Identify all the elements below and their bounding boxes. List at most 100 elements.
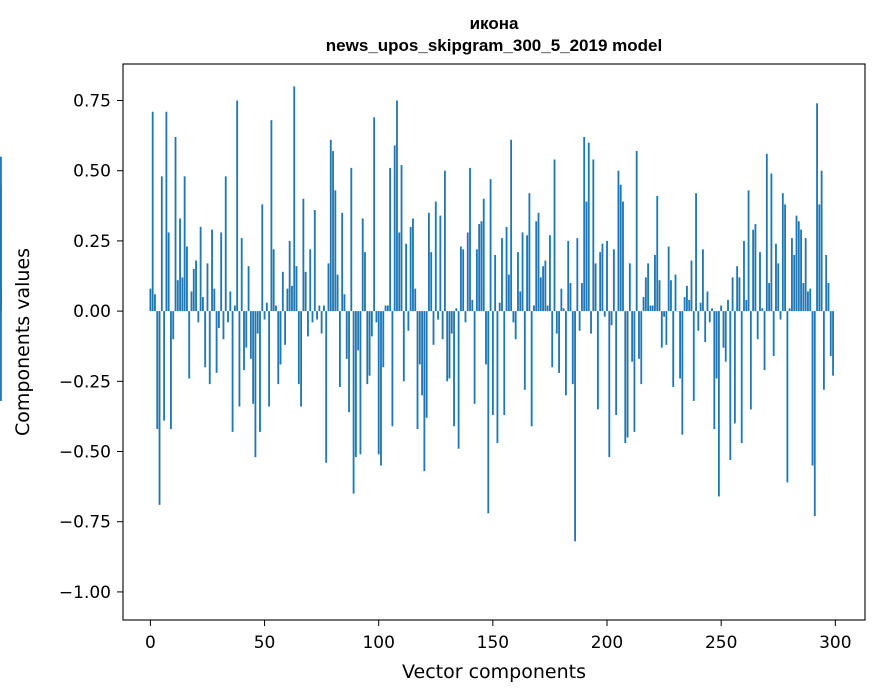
bar-224 (660, 311, 663, 348)
bar-163 (521, 232, 524, 312)
bar-212 (633, 311, 636, 432)
bar-143 (475, 249, 478, 312)
bar-217 (644, 277, 647, 312)
bar-235 (686, 285, 688, 312)
bar-137 (462, 249, 465, 312)
bar-154 (501, 238, 503, 312)
bar-256 (733, 311, 736, 424)
bar-275 (777, 263, 780, 312)
bar-81 (334, 190, 337, 312)
x-tick-label: 300 (819, 633, 851, 653)
bar-176 (551, 311, 554, 368)
bar-203 (612, 249, 615, 312)
bar-49 (261, 204, 264, 312)
bar-32 (222, 311, 225, 340)
bar-50 (263, 311, 266, 320)
bar-114 (409, 226, 412, 312)
bar-134 (455, 308, 458, 312)
bar-0 (149, 288, 152, 312)
bar-261 (745, 299, 748, 312)
bar-172 (542, 266, 544, 312)
bar-199 (603, 311, 606, 317)
y-tick-label: −0.75 (59, 513, 111, 533)
bar-252 (724, 311, 727, 362)
bar-249 (717, 311, 720, 497)
bar-112 (405, 243, 408, 312)
bar-276 (779, 311, 782, 320)
bar-56 (277, 311, 280, 385)
bar-200 (606, 240, 608, 312)
bar-213 (635, 151, 638, 312)
bar-245 (708, 311, 711, 323)
bar-76 (323, 305, 325, 312)
bar-26 (208, 311, 211, 385)
bar-28 (213, 288, 216, 312)
bar-204 (615, 311, 618, 416)
bar-undefined (0, 311, 2, 401)
bar-295 (822, 311, 825, 390)
bar-5 (160, 176, 163, 312)
bar-155 (503, 311, 506, 416)
bar-207 (622, 201, 624, 312)
bar-103 (384, 305, 387, 312)
bar-148 (487, 311, 490, 514)
bar-152 (496, 311, 499, 444)
bar-22 (199, 226, 202, 312)
bar-57 (279, 311, 282, 365)
bar-205 (617, 170, 620, 312)
bar-227 (667, 246, 670, 312)
bar-194 (592, 159, 595, 312)
bar-109 (398, 232, 401, 312)
bar-27 (211, 229, 213, 312)
bar-266 (756, 311, 759, 340)
bar-157 (507, 274, 510, 312)
x-tick-label: 0 (145, 633, 156, 653)
bar-293 (818, 204, 821, 312)
bar-2 (154, 294, 156, 312)
bar-255 (731, 277, 734, 312)
bar-120 (423, 311, 426, 472)
bar-80 (332, 151, 334, 312)
bar-11 (174, 137, 177, 312)
x-tick-label: 200 (591, 633, 623, 653)
bar-10 (172, 311, 175, 340)
bar-271 (768, 283, 771, 312)
bar-42 (245, 311, 248, 348)
bar-107 (393, 145, 396, 312)
bar-37 (233, 305, 236, 312)
bar-35 (229, 291, 232, 312)
bar-82 (336, 274, 339, 312)
bar-84 (341, 212, 344, 312)
bar-45 (252, 311, 255, 404)
bar-233 (681, 311, 684, 435)
bar-60 (286, 288, 289, 312)
bar-190 (583, 137, 586, 312)
bar-135 (457, 311, 460, 449)
bar-183 (567, 240, 570, 312)
bar-201 (608, 311, 611, 458)
y-tick-label: 0.50 (73, 162, 111, 182)
bar-229 (672, 311, 675, 387)
bar-225 (663, 311, 666, 317)
bar-280 (788, 308, 791, 312)
bar-247 (713, 311, 716, 430)
bar-41 (243, 311, 245, 371)
bar-18 (190, 291, 193, 312)
bar-195 (594, 263, 597, 312)
bar-287 (804, 238, 807, 312)
bar-250 (720, 305, 723, 312)
bar-226 (665, 311, 668, 345)
bar-272 (770, 173, 773, 312)
bar-95 (366, 311, 369, 385)
bar-128 (441, 311, 444, 340)
bar-69 (307, 311, 309, 337)
bar-29 (215, 311, 218, 373)
bar-31 (220, 232, 223, 312)
bar-47 (256, 311, 259, 334)
bar-290 (811, 311, 814, 466)
bar-254 (729, 311, 732, 460)
bar-234 (683, 297, 686, 312)
bar-230 (674, 274, 677, 312)
bar-40 (240, 238, 243, 312)
